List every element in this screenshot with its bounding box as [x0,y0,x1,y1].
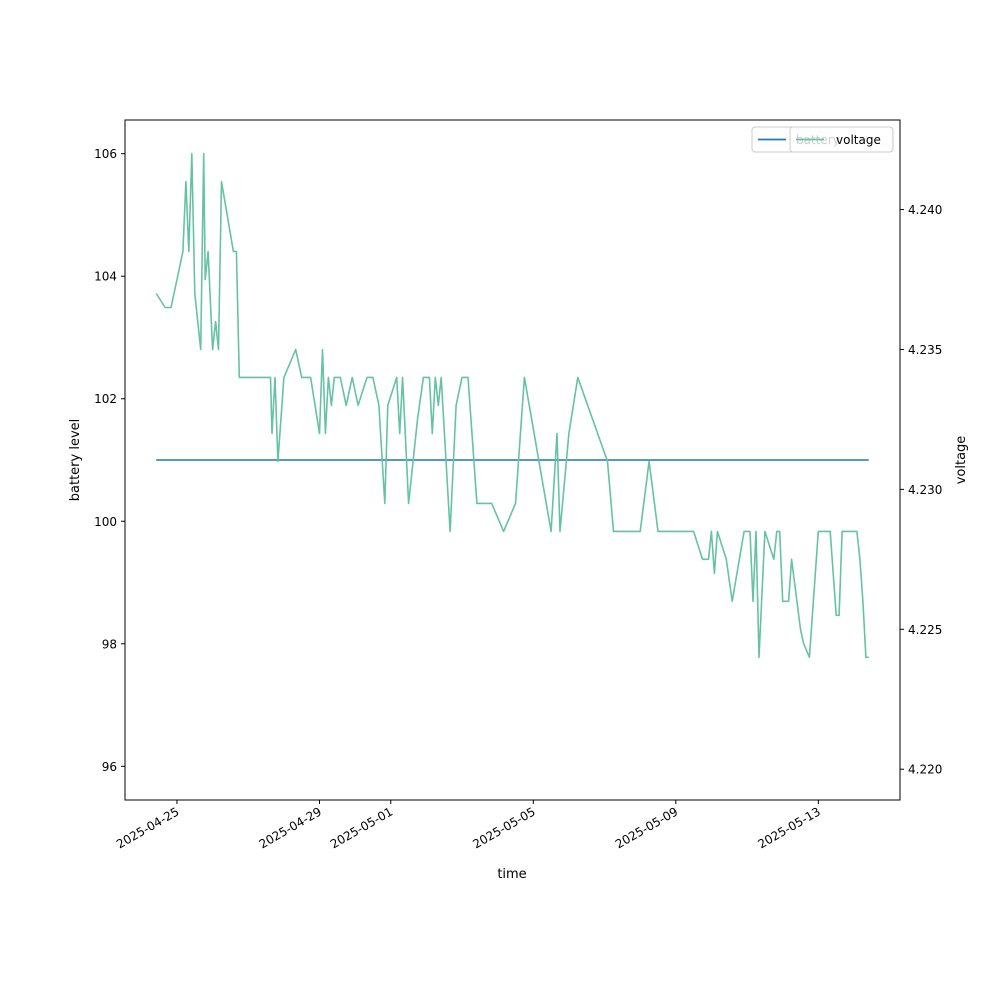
right-y-tick-label: 4.235 [908,343,942,357]
right-y-tick-label: 4.220 [908,763,942,777]
x-tick-label: 2025-05-13 [755,804,822,851]
right-y-tick-label: 4.230 [908,483,942,497]
legend-box-voltage [789,126,894,153]
right-y-tick-label: 4.225 [908,623,942,637]
legend: batteryvoltage [751,126,894,153]
left-y-tick-label: 98 [102,637,117,651]
left-y-tick-label: 104 [94,270,117,284]
x-tick-label: 2025-04-25 [114,804,181,851]
x-tick-label: 2025-05-09 [613,804,680,851]
left-y-axis-ticks: 96 98 100 102 104 106 [94,147,125,774]
series-line-voltage [155,152,869,659]
series-layer [155,152,869,659]
x-axis-label: time [497,867,526,882]
right-y-axis-ticks: 4.220 4.225 4.230 4.235 4.240 [900,203,942,777]
right-y-axis-label: voltage [954,436,969,485]
x-tick-label: 2025-04-29 [257,804,324,851]
left-y-tick-label: 102 [94,392,117,406]
left-y-tick-label: 100 [94,515,117,529]
x-tick-label: 2025-05-01 [328,804,395,851]
right-y-tick-label: 4.240 [908,203,942,217]
legend-label-voltage: voltage [836,133,881,147]
plot-frame [124,119,901,801]
left-y-tick-label: 96 [102,760,117,774]
x-axis-ticks: 2025-04-25 2025-04-29 2025-05-01 2025-05-05… [114,800,823,851]
x-tick-label: 2025-05-05 [470,804,537,851]
left-y-tick-label: 106 [94,147,117,161]
left-y-axis-label: battery level [68,419,83,502]
